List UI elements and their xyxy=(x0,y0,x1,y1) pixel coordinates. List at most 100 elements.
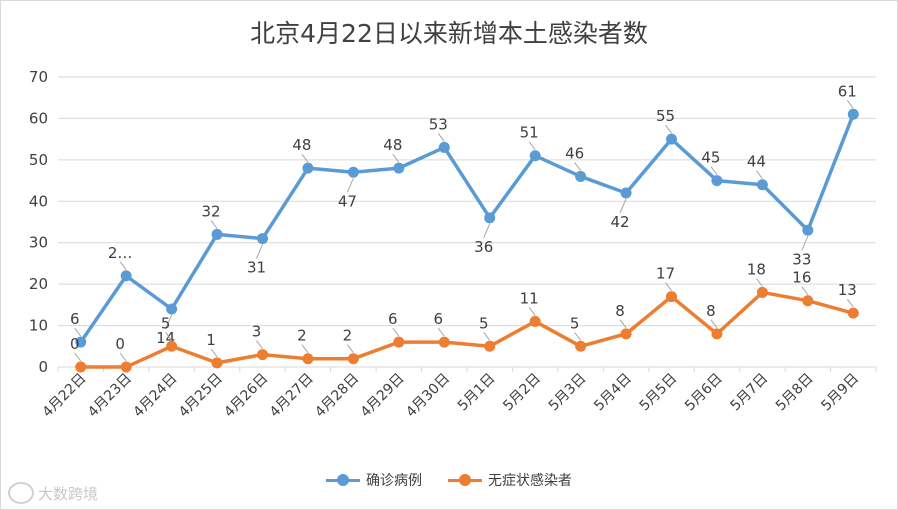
data-point xyxy=(393,162,405,174)
data-label-leader xyxy=(74,352,82,362)
data-label-leader xyxy=(301,153,309,163)
data-point xyxy=(529,315,541,327)
data-label-leader xyxy=(574,331,582,341)
data-point xyxy=(484,340,496,352)
x-tick-label: 4月27日 xyxy=(267,371,317,421)
data-point xyxy=(75,336,87,348)
data-point xyxy=(257,349,268,361)
data-label: 17 xyxy=(656,265,675,283)
data-label: 31 xyxy=(247,259,266,277)
data-point xyxy=(666,291,677,303)
data-label: 2 xyxy=(343,327,353,345)
data-point xyxy=(302,162,314,174)
data-point xyxy=(620,187,632,199)
data-label: 33 xyxy=(792,250,811,268)
data-point xyxy=(166,303,178,315)
data-point xyxy=(575,170,587,182)
y-tick-label: 50 xyxy=(29,151,48,169)
data-label-leader xyxy=(74,327,82,337)
data-label-leader xyxy=(801,286,809,296)
data-label-leader xyxy=(301,344,309,354)
data-label-leader xyxy=(483,331,491,341)
data-label-leader xyxy=(210,220,218,229)
data-label-leader xyxy=(346,178,354,193)
data-point xyxy=(166,340,178,352)
data-label-leader xyxy=(392,327,400,337)
data-label: 16 xyxy=(792,269,811,287)
x-tick-label: 5月1日 xyxy=(455,371,499,415)
legend: 确诊病例 无症状感染者 xyxy=(0,470,898,490)
data-point xyxy=(393,336,405,348)
data-point xyxy=(847,307,859,319)
data-label: 6 xyxy=(70,310,80,328)
x-tick-label: 4月22日 xyxy=(40,371,90,421)
y-tick-label: 20 xyxy=(29,275,48,293)
legend-item-asymptomatic: 无症状感染者 xyxy=(448,470,572,490)
data-label: 6 xyxy=(388,310,398,328)
data-label: 48 xyxy=(292,136,311,154)
data-point xyxy=(575,340,587,352)
data-label-leader xyxy=(665,124,672,134)
data-label: 5 xyxy=(161,314,171,332)
data-label-leader xyxy=(846,99,854,109)
data-point xyxy=(120,361,132,373)
data-label: 5 xyxy=(570,314,580,332)
x-tick-label: 4月25日 xyxy=(176,371,226,421)
data-label-leader xyxy=(119,261,127,271)
data-label-leader xyxy=(801,236,809,251)
data-point xyxy=(802,224,814,236)
x-tick-label: 4月23日 xyxy=(85,371,135,421)
series-line-0 xyxy=(79,113,855,344)
data-label-leader xyxy=(437,133,445,142)
y-tick-label: 40 xyxy=(29,192,48,210)
data-point xyxy=(529,150,541,162)
data-label-leader xyxy=(437,327,445,337)
x-tick-label: 5月5日 xyxy=(637,371,681,415)
data-label: 51 xyxy=(520,124,539,142)
legend-label-confirmed: 确诊病例 xyxy=(366,473,422,489)
data-label: 0 xyxy=(70,335,80,353)
watermark-text: 大数跨境 xyxy=(38,484,99,503)
y-tick-label: 70 xyxy=(29,68,48,86)
data-point xyxy=(438,336,450,348)
x-tick-label: 5月2日 xyxy=(500,371,544,415)
series-line-1 xyxy=(80,290,854,369)
data-point xyxy=(211,357,223,369)
x-tick-label: 5月7日 xyxy=(727,371,771,415)
data-label-leader xyxy=(755,278,763,287)
x-tick-label: 4月28日 xyxy=(312,371,362,421)
data-label: 11 xyxy=(520,289,539,307)
data-label-leader xyxy=(665,282,672,291)
data-point xyxy=(847,108,859,120)
legend-swatch-asymptomatic xyxy=(448,474,482,486)
y-tick-label: 60 xyxy=(29,109,48,127)
y-tick-label: 30 xyxy=(29,234,48,252)
y-tick-label: 10 xyxy=(29,317,48,335)
data-label: 1 xyxy=(206,331,216,349)
data-label: 45 xyxy=(701,149,720,167)
data-label-leader xyxy=(346,344,354,354)
x-tick-label: 4月26日 xyxy=(221,371,271,421)
data-label-leader xyxy=(710,319,718,329)
data-label-leader xyxy=(256,244,263,259)
data-point xyxy=(620,328,632,340)
data-point xyxy=(211,228,223,240)
data-label: 36 xyxy=(474,238,493,256)
data-label: 61 xyxy=(838,82,857,100)
data-label-leader xyxy=(165,314,173,330)
data-point xyxy=(756,179,768,191)
data-point xyxy=(347,166,359,178)
data-label: 42 xyxy=(611,213,630,231)
data-label: 3 xyxy=(252,323,262,341)
watermark: 大数跨境 xyxy=(8,482,98,504)
data-label: 0 xyxy=(115,335,125,353)
data-label-leader xyxy=(528,141,536,151)
legend-swatch-confirmed xyxy=(326,474,360,486)
data-label-leader xyxy=(710,166,718,175)
legend-label-asymptomatic: 无症状感染者 xyxy=(488,473,572,489)
data-point xyxy=(711,328,723,340)
data-label: 46 xyxy=(565,144,584,162)
data-label: 6 xyxy=(434,310,444,328)
